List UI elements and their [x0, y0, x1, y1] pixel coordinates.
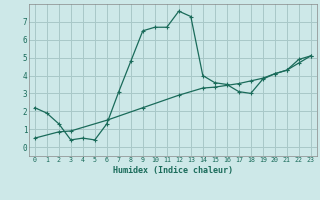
X-axis label: Humidex (Indice chaleur): Humidex (Indice chaleur) [113, 166, 233, 175]
